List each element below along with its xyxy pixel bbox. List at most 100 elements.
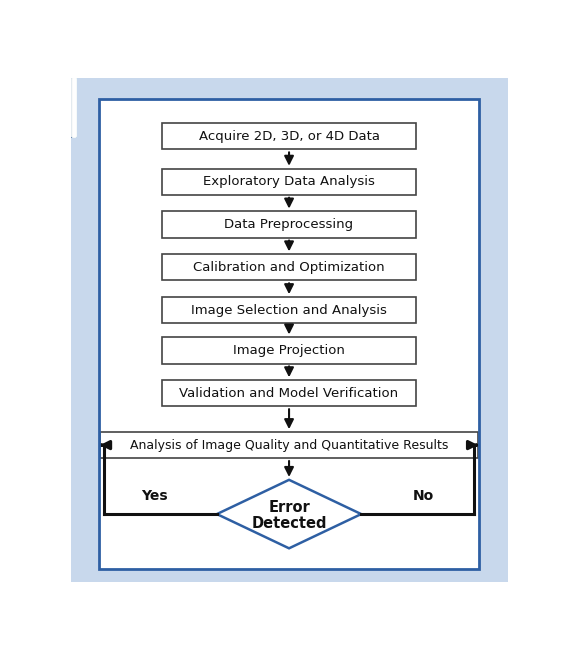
Bar bbox=[72, 78, 74, 137]
Bar bbox=[72, 78, 74, 137]
Bar bbox=[72, 78, 74, 137]
Bar bbox=[72, 78, 74, 137]
Bar bbox=[72, 78, 74, 137]
Bar bbox=[73, 78, 75, 137]
Bar bbox=[72, 78, 74, 137]
FancyBboxPatch shape bbox=[162, 211, 416, 237]
Bar bbox=[72, 78, 74, 137]
Bar bbox=[72, 78, 74, 137]
Text: Data Preprocessing: Data Preprocessing bbox=[224, 218, 354, 231]
Bar bbox=[71, 78, 73, 137]
FancyBboxPatch shape bbox=[162, 380, 416, 406]
Bar bbox=[71, 78, 73, 137]
Bar bbox=[70, 78, 73, 137]
Bar bbox=[71, 78, 73, 137]
Bar bbox=[71, 78, 73, 137]
Bar bbox=[72, 78, 74, 137]
Bar bbox=[72, 78, 74, 137]
Bar bbox=[71, 78, 73, 137]
Bar bbox=[72, 78, 74, 137]
Bar bbox=[71, 78, 73, 137]
Bar bbox=[72, 78, 74, 137]
Bar bbox=[70, 78, 73, 137]
Bar bbox=[71, 78, 73, 137]
Bar bbox=[72, 78, 74, 137]
Bar bbox=[70, 78, 73, 137]
Bar bbox=[72, 78, 73, 137]
Bar bbox=[73, 78, 75, 137]
Bar bbox=[71, 78, 73, 137]
Bar bbox=[72, 78, 74, 137]
Bar bbox=[71, 78, 73, 137]
Bar bbox=[72, 78, 74, 137]
Bar bbox=[71, 78, 73, 137]
Bar bbox=[71, 78, 73, 137]
Bar bbox=[73, 78, 74, 137]
Bar bbox=[72, 78, 73, 137]
Bar bbox=[72, 78, 74, 137]
Text: Detected: Detected bbox=[252, 515, 327, 530]
Bar bbox=[72, 78, 74, 137]
Bar bbox=[73, 78, 75, 137]
Bar bbox=[71, 78, 73, 137]
Bar bbox=[71, 78, 73, 137]
Bar bbox=[73, 78, 75, 137]
Bar bbox=[72, 78, 74, 137]
Bar bbox=[71, 78, 73, 137]
Bar bbox=[72, 78, 74, 137]
Text: Image Projection: Image Projection bbox=[233, 344, 345, 357]
Text: Analysis of Image Quality and Quantitative Results: Analysis of Image Quality and Quantitati… bbox=[130, 439, 448, 451]
Bar bbox=[72, 78, 74, 137]
Bar bbox=[71, 78, 73, 137]
Bar bbox=[71, 78, 73, 137]
Bar bbox=[73, 78, 74, 137]
Bar bbox=[72, 78, 74, 137]
Bar bbox=[71, 78, 73, 137]
Bar bbox=[73, 78, 74, 137]
Bar bbox=[72, 78, 74, 137]
Text: Validation and Model Verification: Validation and Model Verification bbox=[179, 387, 399, 400]
Bar bbox=[72, 78, 74, 137]
Bar bbox=[72, 78, 74, 137]
Bar bbox=[72, 78, 74, 137]
Bar bbox=[70, 78, 73, 137]
Bar bbox=[72, 78, 74, 137]
Bar bbox=[71, 78, 73, 137]
Bar bbox=[71, 78, 73, 137]
FancyBboxPatch shape bbox=[162, 297, 416, 323]
Bar bbox=[72, 78, 74, 137]
Bar bbox=[71, 78, 73, 137]
Bar bbox=[70, 78, 73, 137]
Bar bbox=[72, 78, 74, 137]
Bar bbox=[70, 78, 73, 137]
Bar bbox=[72, 78, 74, 137]
Bar bbox=[70, 78, 73, 137]
Bar bbox=[71, 78, 73, 137]
Bar bbox=[99, 99, 479, 570]
Bar bbox=[73, 78, 75, 137]
Bar bbox=[70, 78, 73, 137]
Bar bbox=[72, 78, 74, 137]
Bar bbox=[71, 78, 73, 137]
Bar bbox=[73, 78, 75, 137]
Bar bbox=[72, 78, 74, 137]
Text: Error: Error bbox=[268, 500, 310, 515]
Bar bbox=[72, 78, 74, 137]
Bar bbox=[71, 78, 73, 137]
Bar bbox=[72, 78, 74, 137]
Polygon shape bbox=[217, 480, 361, 548]
Bar bbox=[72, 78, 74, 137]
Bar bbox=[72, 78, 74, 137]
Bar bbox=[72, 78, 74, 137]
Bar bbox=[72, 78, 74, 137]
Text: No: No bbox=[413, 489, 434, 503]
Bar bbox=[72, 78, 74, 137]
Bar bbox=[72, 78, 74, 137]
Bar bbox=[72, 78, 74, 137]
Bar bbox=[72, 78, 74, 137]
Bar bbox=[72, 78, 74, 137]
Bar bbox=[71, 78, 73, 137]
Bar bbox=[73, 78, 75, 137]
Bar bbox=[72, 78, 74, 137]
Bar bbox=[72, 78, 73, 137]
